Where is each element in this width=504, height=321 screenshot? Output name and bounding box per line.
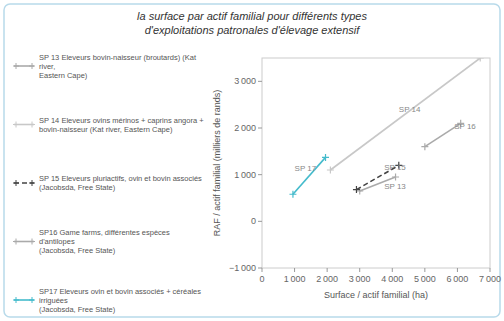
x-tick (392, 268, 393, 272)
legend-marker (13, 63, 19, 69)
x-axis-label: Surface / actif familial (ha) (324, 290, 428, 300)
x-tick (294, 268, 295, 272)
legend-label-line: (Jacobsda, Free State) (39, 246, 116, 255)
x-tick-label: 1 000 (284, 274, 306, 284)
x-tick (490, 268, 491, 272)
x-tick-label: 0 (259, 274, 264, 284)
y-tick (258, 221, 262, 222)
legend-label: SP 15 Eleveurs pluriactifs, ovin et bovi… (39, 174, 202, 192)
legend-label: SP16 Game farms, différentes espècesd'an… (39, 228, 170, 255)
annotation: SP 16 (454, 122, 476, 131)
legend-marker (13, 297, 19, 303)
y-tick (258, 128, 262, 129)
y-tick (258, 81, 262, 82)
legend-label-line: irriguées (39, 296, 68, 305)
x-tick (327, 268, 328, 272)
legend-label: SP 13 Eleveurs bovin-naisseur (broutards… (39, 53, 197, 80)
series-line (330, 58, 480, 170)
legend-label-line: SP17 Eleveurs ovin et bovin associés + c… (39, 287, 201, 296)
figure-border (4, 4, 500, 317)
x-tick-label: 6 000 (447, 274, 469, 284)
title: la surface par actif familial pour diffé… (137, 10, 367, 36)
point-marker (353, 186, 360, 193)
annotation: SP 17 (295, 164, 317, 173)
y-tick-label: 1 000 (234, 170, 256, 180)
annotation: SP 13 (384, 182, 406, 191)
x-tick-label: 3 000 (349, 274, 371, 284)
legend-label-line: Eastern Cape) (39, 71, 88, 80)
legend-label: SP17 Eleveurs ovin et bovin associés + c… (39, 287, 201, 314)
point-marker (289, 191, 296, 198)
title-line: d'exploitations patronales d'élevage ext… (145, 24, 361, 36)
x-tick (457, 268, 458, 272)
legend-label: SP 14 Eleveurs ovins mérinos + caprins a… (39, 116, 204, 134)
point-marker (327, 167, 334, 174)
point-marker (392, 174, 399, 181)
x-tick-label: 5 000 (414, 274, 436, 284)
title-line: la surface par actif familial pour diffé… (137, 10, 367, 22)
annotation: SP 14 (399, 105, 421, 114)
legend-marker (29, 122, 35, 128)
plot-area (289, 58, 483, 198)
legend-marker (13, 122, 19, 128)
legend-label-line: (Jacobsda, Free State) (39, 183, 116, 192)
legend-label-line: river, (39, 62, 55, 71)
x-tick (262, 268, 263, 272)
legend-marker (29, 239, 35, 245)
point-marker (322, 154, 329, 161)
x-tick (359, 268, 360, 272)
legend-label-line: SP 15 Eleveurs pluriactifs, ovin et bovi… (39, 174, 202, 183)
y-axis-label: RAF / actif familial (milliers de rands) (212, 90, 222, 237)
y-tick-label: 0 (251, 216, 256, 226)
legend-label-line: (Jacobsda, Free State) (39, 305, 116, 314)
legend-label-line: SP 14 Eleveurs ovins mérinos + caprins a… (39, 116, 204, 125)
legend-label-line: SP 13 Eleveurs bovin-naisseur (broutards… (39, 53, 197, 62)
y-tick (258, 174, 262, 175)
point-marker (421, 143, 428, 150)
x-tick (424, 268, 425, 272)
x-tick-label: 2 000 (316, 274, 338, 284)
annotation: SP 15 (384, 163, 406, 172)
chart: la surface par actif familial pour diffé… (0, 0, 504, 321)
legend-marker (13, 180, 19, 186)
legend-marker (29, 297, 35, 303)
legend-marker (13, 239, 19, 245)
x-tick-label: 7 000 (479, 274, 501, 284)
y-tick (258, 268, 262, 269)
legend-marker (29, 63, 35, 69)
y-tick-label: 2 000 (234, 123, 256, 133)
point-marker (477, 58, 484, 62)
legend-label-line: d'antilopes (39, 237, 75, 246)
y-tick-label: −1 000 (229, 263, 256, 273)
legend-label-line: bovin-naisseur (Kat river, Eastern Cape) (39, 125, 173, 134)
legend-marker (29, 180, 35, 186)
series-line (293, 157, 326, 194)
plot-frame (262, 58, 490, 268)
legend-label-line: SP16 Game farms, différentes espèces (39, 228, 170, 237)
y-tick-label: 3 000 (234, 76, 256, 86)
x-tick-label: 4 000 (381, 274, 403, 284)
